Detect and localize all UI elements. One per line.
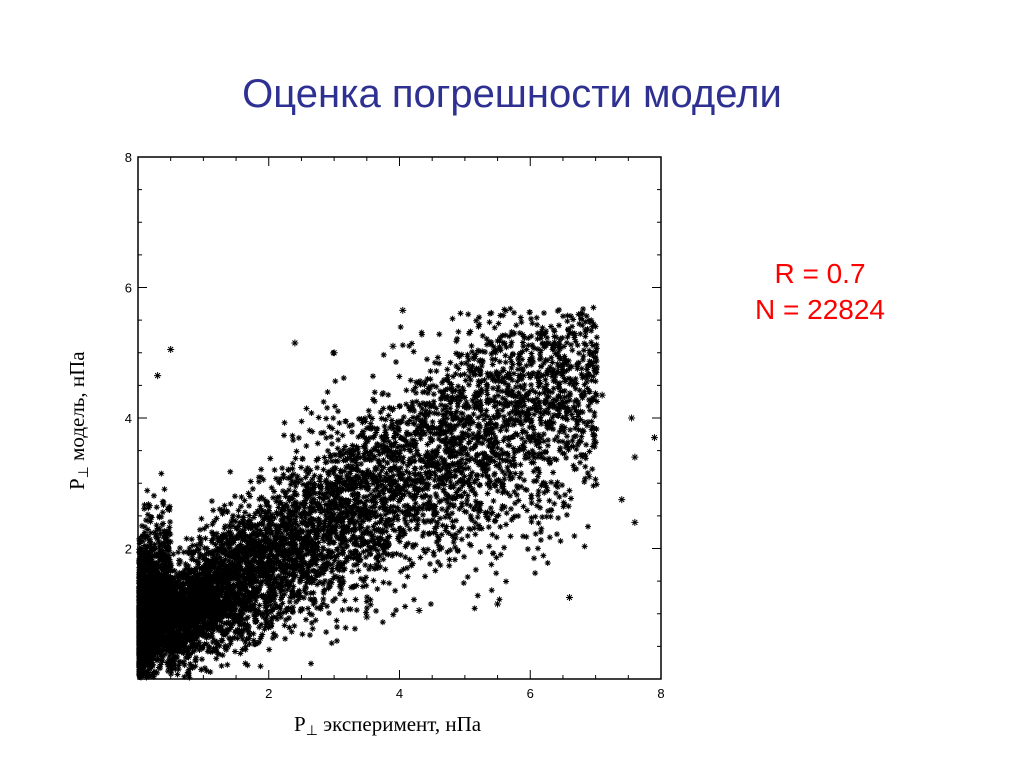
- x-tick-label: 2: [265, 686, 272, 701]
- x-axis-title: P⊥ эксперимент, нПа: [294, 712, 482, 739]
- x-tick-label: 6: [527, 686, 534, 701]
- y-tick-label: 8: [125, 150, 132, 165]
- stats-box: R = 0.7 N = 22824: [730, 256, 910, 328]
- y-tick-label: 6: [125, 281, 132, 296]
- x-tick-label: 8: [657, 686, 664, 701]
- scatter-marks: [136, 304, 658, 681]
- y-axis-title: P⊥ модель, нПа: [65, 351, 92, 490]
- y-tick-label: 2: [125, 542, 132, 557]
- y-tick-label: 4: [125, 411, 132, 426]
- scatter-points: [136, 304, 658, 681]
- slide-title: Оценка погрешности модели: [242, 72, 782, 116]
- axis-ticks: 2 4 6 8 2 4 6 8: [125, 150, 665, 701]
- correlation-label: R = 0.7: [774, 258, 866, 289]
- count-label: N = 22824: [755, 294, 885, 325]
- x-tick-label: 4: [396, 686, 403, 701]
